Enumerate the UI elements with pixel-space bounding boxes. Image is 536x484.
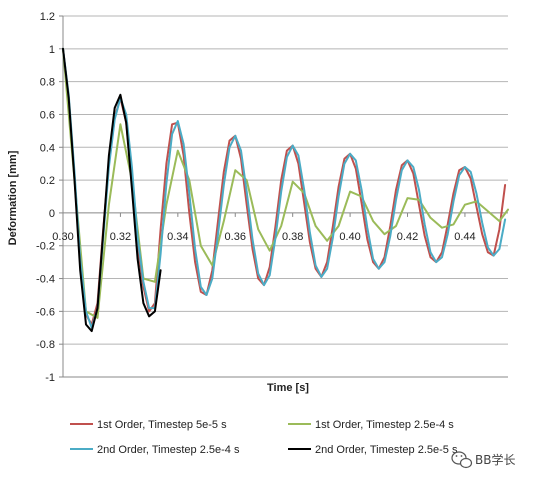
grid: [63, 15, 508, 378]
y-axis-title: Deformation [mm]: [7, 150, 19, 245]
y-tick-label: 1: [49, 44, 55, 56]
x-tick-label: 0.30: [52, 231, 73, 243]
y-tick-label: -0.4: [36, 274, 55, 286]
x-tick-label: 0.40: [339, 231, 360, 243]
legend-label: 1st Order, Timestep 5e-5 s: [97, 419, 227, 431]
x-tick-label: 0.42: [397, 231, 418, 243]
x-tick-label: 0.44: [454, 231, 475, 243]
watermark: BB学长: [451, 451, 515, 469]
legend-item: 2nd Order, Timestep 2.5e-4 s: [70, 444, 240, 456]
y-tick-label: 0.2: [40, 175, 55, 187]
y-tick-label: 0.4: [40, 142, 55, 154]
axes: [59, 15, 508, 378]
y-tick-label: -1: [45, 372, 55, 384]
legend-label: 2nd Order, Timestep 2.5e-4 s: [97, 444, 240, 456]
x-tick-label: 0.38: [282, 231, 303, 243]
series-layer: [62, 47, 509, 333]
x-tick-label: 0.34: [167, 231, 188, 243]
series-line: [62, 47, 507, 329]
x-tick-label: 0.32: [110, 231, 131, 243]
series-line: [62, 47, 507, 326]
y-tick-label: 0: [49, 208, 55, 220]
watermark-text: BB学长: [475, 452, 515, 467]
x-axis-title: Time [s]: [267, 382, 309, 394]
y-tick-label: -0.8: [36, 339, 55, 351]
y-tick-label: -0.6: [36, 306, 55, 318]
y-tick-label: -0.2: [36, 241, 55, 253]
x-tick-label: 0.36: [225, 231, 246, 243]
legend-item: 1st Order, Timestep 5e-5 s: [70, 419, 227, 431]
legend-label: 2nd Order, Timestep 2.5e-5 s: [315, 444, 458, 456]
tick-labels: 1.2 1 0.8 0.6 0.4 0.2 0 -0.2 -0.4 -0.6 -0.8 -1 0.30 0…: [36, 11, 476, 384]
legend-item: 2nd Order, Timestep 2.5e-5 s: [288, 444, 458, 456]
legend: 1st Order, Timestep 5e-5 s 1st Order, Tim…: [70, 419, 458, 456]
series-line: [62, 47, 162, 333]
legend-label: 1st Order, Timestep 2.5e-4 s: [315, 419, 454, 431]
y-tick-label: 0.8: [40, 77, 55, 89]
series-line: [62, 47, 509, 319]
y-tick-label: 0.6: [40, 109, 55, 121]
legend-item: 1st Order, Timestep 2.5e-4 s: [288, 419, 454, 431]
wechat-icon: [451, 451, 473, 469]
y-tick-label: 1.2: [40, 11, 55, 23]
